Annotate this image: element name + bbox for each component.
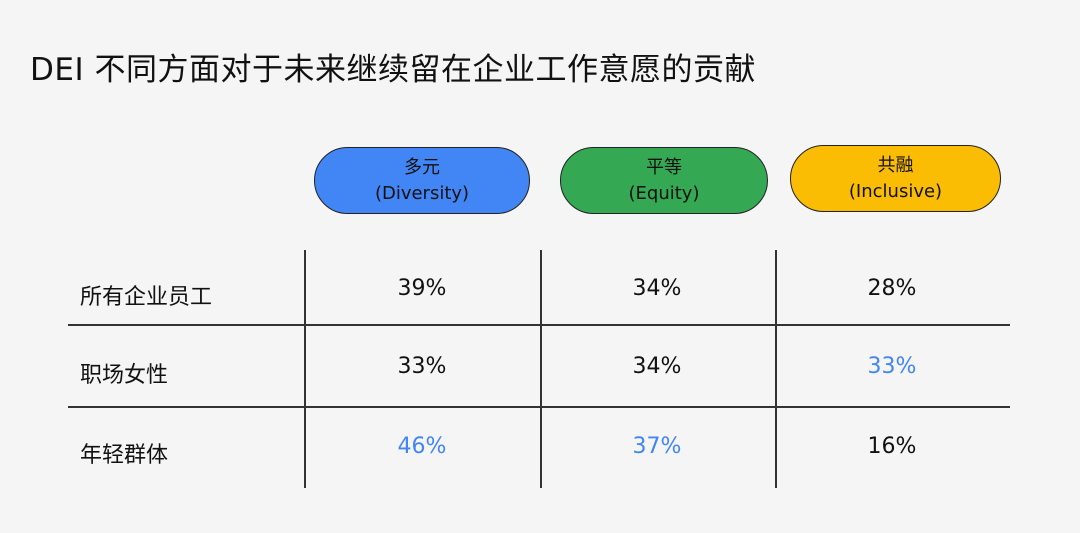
cell-all-employees-diversity: 39%: [397, 276, 447, 301]
row-label-all-employees: 所有企业员工: [80, 285, 213, 310]
column-header-inclusive-line2: (Inclusive): [848, 180, 943, 202]
grid-vertical-line-1: [304, 250, 306, 488]
grid-horizontal-line-1: [68, 324, 1010, 326]
cell-working-women-inclusive: 33%: [867, 354, 917, 379]
cell-all-employees-equity: 34%: [632, 276, 682, 301]
column-header-diversity-line2: (Diversity): [374, 182, 470, 204]
column-header-equity: 平等 (Equity): [560, 147, 768, 214]
cell-young-group-inclusive: 16%: [867, 434, 917, 459]
cell-young-group-diversity: 46%: [397, 434, 447, 459]
column-header-equity-line2: (Equity): [628, 182, 700, 204]
cell-young-group-equity: 37%: [632, 434, 682, 459]
cell-all-employees-inclusive: 28%: [867, 276, 917, 301]
column-header-diversity: 多元 (Diversity): [314, 147, 530, 214]
column-header-equity-line1: 平等: [646, 156, 682, 178]
grid-vertical-line-2: [540, 250, 542, 488]
column-header-diversity-line1: 多元: [404, 156, 440, 178]
cell-working-women-equity: 34%: [632, 354, 682, 379]
page-title: DEI 不同方面对于未来继续留在企业工作意愿的贡献: [30, 52, 756, 88]
row-label-working-women: 职场女性: [80, 363, 169, 388]
column-header-inclusive: 共融 (Inclusive): [790, 145, 1001, 212]
cell-working-women-diversity: 33%: [397, 354, 447, 379]
grid-horizontal-line-2: [68, 406, 1010, 408]
grid-vertical-line-3: [775, 250, 777, 488]
column-header-inclusive-line1: 共融: [877, 154, 914, 176]
row-label-young-group: 年轻群体: [80, 443, 169, 468]
